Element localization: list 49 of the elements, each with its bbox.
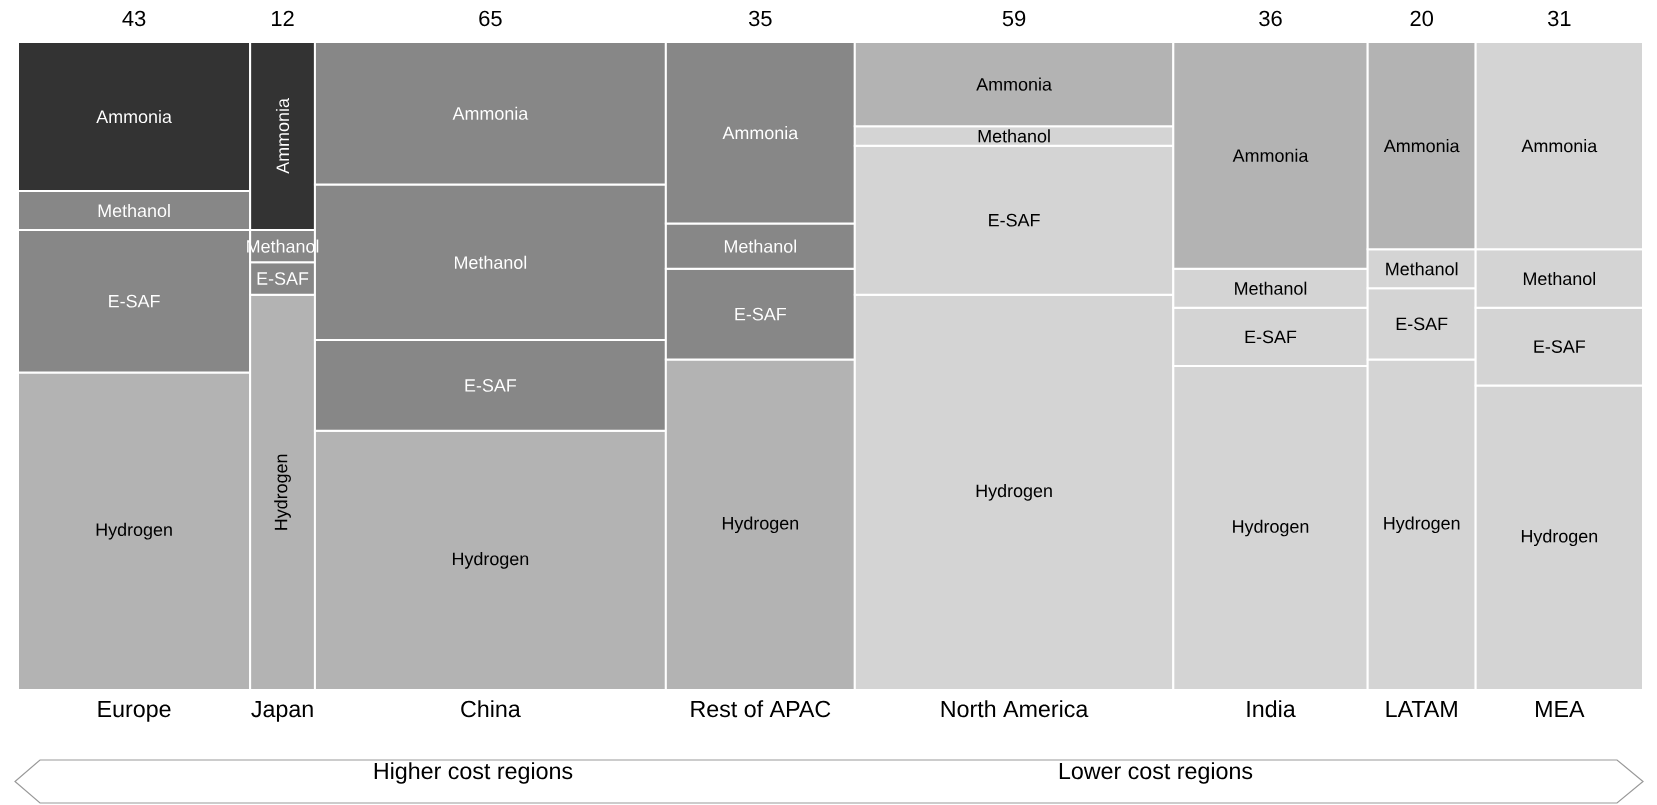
- x-tick-label: Rest of APAC: [691, 700, 831, 718]
- text: Ammonia: [722, 126, 799, 140]
- text: E-SAF: [735, 307, 786, 321]
- text: Methanol: [454, 255, 527, 269]
- annotation: 20: [1410, 10, 1433, 27]
- annotation: 31: [1547, 10, 1571, 27]
- annotation: 36: [1259, 10, 1282, 27]
- text: Hydrogen: [274, 454, 291, 530]
- annotation: 35: [748, 10, 772, 27]
- text: E-SAF: [1534, 340, 1586, 353]
- x-tick-label: MEA: [1536, 701, 1585, 717]
- text: Hydrogen: [1233, 519, 1309, 537]
- series-label: Ammonia: [1383, 139, 1460, 153]
- text: Ammonia: [1232, 148, 1309, 162]
- text: Hydrogen: [976, 483, 1052, 501]
- x-tick-label: Europe: [98, 701, 171, 722]
- text: E-SAF: [1245, 330, 1297, 344]
- x-tick-label: India: [1247, 700, 1296, 718]
- text: E-SAF: [109, 294, 160, 308]
- text: Methanol: [98, 203, 170, 218]
- text: Ammonia: [275, 98, 290, 174]
- text: E-SAF: [1396, 317, 1448, 331]
- text: Hydrogen: [96, 522, 172, 540]
- text: Methanol: [1523, 271, 1596, 286]
- text: Ammonia: [1521, 139, 1598, 153]
- text: Higher cost regions: [374, 762, 573, 784]
- series-label: Hydrogen: [1384, 516, 1460, 534]
- x-tick-label: Japan: [251, 701, 313, 722]
- text: E-SAF: [989, 213, 1040, 227]
- text: Methanol: [1235, 281, 1307, 295]
- text: Ammonia: [976, 77, 1052, 91]
- text: Hydrogen: [452, 552, 529, 569]
- text: E-SAF: [465, 379, 517, 392]
- text: Methanol: [978, 129, 1050, 143]
- text: Ammonia: [96, 109, 172, 124]
- text: Ammonia: [452, 106, 529, 120]
- text: Lower cost regions: [1059, 762, 1253, 784]
- text: Methanol: [1386, 262, 1458, 276]
- x-tick-label: North America: [941, 700, 1089, 718]
- text: Methanol: [724, 239, 797, 253]
- text: Hydrogen: [1521, 529, 1598, 547]
- annotation: 59: [1002, 10, 1026, 27]
- text: Hydrogen: [722, 516, 799, 534]
- annotation: 43: [122, 10, 146, 27]
- annotation: 65: [479, 10, 502, 27]
- series-label: E-SAF: [257, 272, 309, 285]
- x-tick-label: LATAM: [1386, 701, 1457, 717]
- annotation: 12: [272, 10, 294, 26]
- x-tick-label: China: [461, 700, 521, 718]
